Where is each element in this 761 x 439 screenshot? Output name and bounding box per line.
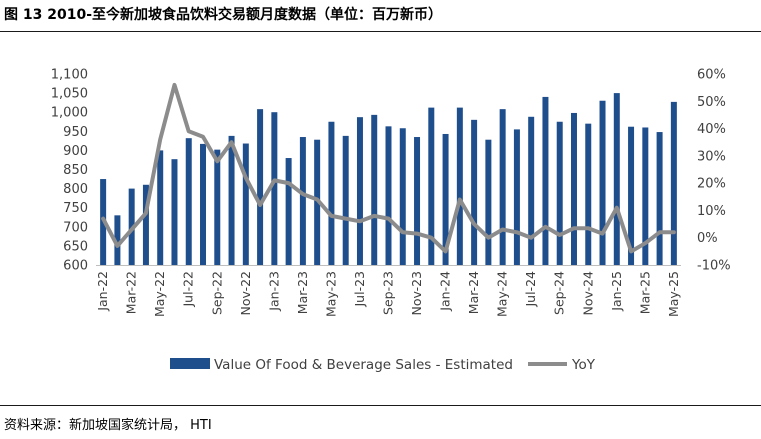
bar bbox=[642, 127, 649, 265]
bar bbox=[171, 159, 178, 265]
legend-label-bar: Value Of Food & Beverage Sales - Estimat… bbox=[214, 357, 513, 373]
bar bbox=[114, 215, 121, 265]
bar bbox=[271, 112, 278, 265]
x-tick-label: Jan-22 bbox=[95, 271, 110, 312]
legend-swatch-bar bbox=[170, 358, 210, 369]
y-right-tick-label: 40% bbox=[697, 122, 726, 137]
x-tick-label: Sep-23 bbox=[381, 271, 396, 315]
y-left-tick-label: 750 bbox=[63, 201, 88, 216]
y-right-tick-label: 0% bbox=[697, 231, 718, 246]
bar bbox=[257, 109, 264, 265]
bar bbox=[670, 101, 677, 265]
x-tick-label: Sep-22 bbox=[209, 271, 224, 315]
bar bbox=[456, 107, 463, 265]
x-tick-label: Nov-23 bbox=[409, 271, 424, 315]
y-left-tick-label: 1,050 bbox=[51, 87, 88, 102]
bar bbox=[428, 107, 435, 265]
y-right-tick-label: 20% bbox=[697, 177, 726, 192]
bar bbox=[200, 143, 207, 265]
x-tick-label: Mar-23 bbox=[295, 271, 310, 314]
x-tick-label: Jul-22 bbox=[181, 271, 196, 308]
bar bbox=[613, 93, 620, 265]
y-left-tick-label: 650 bbox=[63, 239, 88, 254]
x-tick-label: Mar-24 bbox=[466, 271, 481, 314]
x-tick-label: Jul-23 bbox=[352, 271, 367, 308]
bar bbox=[185, 138, 192, 265]
bar bbox=[371, 114, 378, 266]
x-tick-label: Jan-24 bbox=[438, 271, 453, 312]
title-rule bbox=[0, 31, 761, 32]
bar bbox=[628, 126, 635, 265]
y-right-tick-label: 10% bbox=[697, 204, 726, 219]
bar bbox=[471, 119, 478, 265]
bar bbox=[228, 135, 235, 265]
bar bbox=[142, 184, 149, 265]
bar bbox=[570, 112, 577, 266]
bar bbox=[328, 121, 335, 265]
bar bbox=[399, 128, 406, 265]
bar bbox=[299, 137, 306, 265]
bar bbox=[528, 116, 535, 265]
bar bbox=[157, 150, 164, 265]
bar bbox=[542, 96, 549, 265]
bar bbox=[285, 158, 292, 265]
y-left-tick-label: 950 bbox=[63, 125, 88, 140]
bar bbox=[214, 149, 221, 265]
y-left-tick-label: 1,100 bbox=[51, 68, 88, 83]
bar bbox=[499, 109, 506, 265]
bar bbox=[656, 132, 663, 265]
x-tick-label: Jan-23 bbox=[266, 271, 281, 312]
y-right-tick-label: 30% bbox=[697, 149, 726, 164]
y-left-tick-label: 900 bbox=[63, 144, 88, 159]
legend-label-yoy: YoY bbox=[571, 357, 596, 373]
chart-area: 600 650 700 750 800 850 900 950 1,000 1,050 1,100 -… bbox=[51, 68, 731, 374]
bar bbox=[485, 139, 492, 265]
y-right-tick-label: -10% bbox=[697, 259, 731, 274]
bar bbox=[599, 100, 606, 266]
x-tick-label: Jul-24 bbox=[523, 271, 538, 308]
bar bbox=[513, 129, 520, 265]
x-tick-label: May-22 bbox=[152, 271, 167, 317]
y-right-tick-label: 50% bbox=[697, 95, 726, 110]
y-left-tick-label: 700 bbox=[63, 220, 88, 235]
bar bbox=[342, 135, 349, 265]
chart-title: 图 13 2010-至今新加坡食品饮料交易额月度数据（单位：百万新币） bbox=[4, 7, 443, 23]
x-tick-label: Mar-25 bbox=[637, 271, 652, 314]
source-note: 资料来源：新加坡国家统计局， HTI bbox=[4, 418, 212, 433]
bar bbox=[556, 121, 563, 265]
y-left-tick-label: 800 bbox=[63, 182, 88, 197]
bar bbox=[442, 133, 449, 265]
y-right-tick-label: 60% bbox=[697, 68, 726, 83]
bar bbox=[385, 126, 392, 265]
yoy-line bbox=[101, 82, 676, 254]
x-tick-label: May-25 bbox=[666, 271, 681, 317]
y-left-tick-label: 1,000 bbox=[51, 106, 88, 121]
x-tick-label: Mar-22 bbox=[124, 271, 139, 314]
x-tick-label: May-23 bbox=[323, 271, 338, 317]
y-left-tick-label: 600 bbox=[63, 259, 88, 274]
bar bbox=[414, 137, 421, 265]
x-tick-label: May-24 bbox=[495, 271, 510, 317]
x-tick-label: Nov-24 bbox=[580, 271, 595, 316]
x-tick-label: Sep-24 bbox=[552, 271, 567, 315]
bar bbox=[585, 123, 592, 265]
bar bbox=[242, 143, 249, 265]
y-left-tick-label: 850 bbox=[63, 163, 88, 178]
x-tick-label: Jan-25 bbox=[609, 271, 624, 312]
x-tick-label: Nov-22 bbox=[238, 271, 253, 315]
bar bbox=[356, 117, 363, 265]
footer-rule bbox=[0, 405, 761, 406]
